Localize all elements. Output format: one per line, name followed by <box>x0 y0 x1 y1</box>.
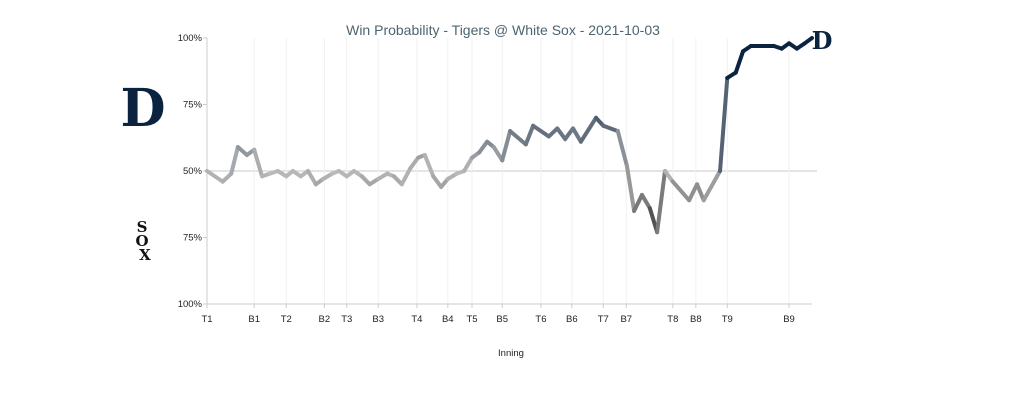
line-segment <box>733 49 746 75</box>
x-tick-label: B3 <box>372 314 384 325</box>
line-segment <box>235 145 249 158</box>
y-tick-label: 75% <box>183 100 203 111</box>
tigers-logo: D <box>120 78 165 139</box>
x-tick-label: B8 <box>690 314 702 325</box>
line-segment <box>571 126 583 144</box>
y-tick-label: 50% <box>183 166 203 177</box>
line-segment <box>205 169 225 184</box>
line-segment <box>229 145 240 176</box>
line-segment <box>555 126 568 142</box>
x-tick-label: T6 <box>535 314 546 325</box>
x-tick-label: B7 <box>620 314 632 325</box>
svg-text:D: D <box>120 78 165 139</box>
x-tick-label: T7 <box>598 314 609 325</box>
x-tick-label: B9 <box>783 314 795 325</box>
x-tick-label: B6 <box>566 314 578 325</box>
grid <box>206 38 817 304</box>
line-segment <box>624 163 637 213</box>
line-segment <box>802 36 814 46</box>
line-segment <box>662 169 675 184</box>
series-line <box>205 36 814 235</box>
line-segment <box>701 169 723 203</box>
line-segment <box>500 129 513 163</box>
x-axis-label: Inning <box>498 348 524 359</box>
line-segment <box>306 169 318 187</box>
line-segment <box>695 182 706 203</box>
x-tick-label: T2 <box>281 314 292 325</box>
x-tick-label: T9 <box>722 314 733 325</box>
line-segment <box>601 123 620 134</box>
y-tick-label: 100% <box>178 299 203 310</box>
line-segment <box>655 169 667 235</box>
line-segment <box>399 166 413 187</box>
x-tick-label: T1 <box>201 314 212 325</box>
line-segment <box>687 182 700 203</box>
y-tick-label: 75% <box>183 233 203 244</box>
tigers-end-logo: D <box>812 26 833 55</box>
y-axis: 100% 75% 50% 75% 100% <box>178 33 208 310</box>
line-segment <box>431 174 444 189</box>
white-sox-logo: S O X <box>135 218 151 264</box>
line-segment <box>578 115 599 144</box>
x-axis: T1 B1 T2 B2 T3 B3 T4 B4 T5 B5 T6 B6 T7 B7 T8 B8 T9 B9 <box>201 303 812 325</box>
svg-text:X: X <box>139 246 151 264</box>
x-tick-label: T8 <box>667 314 678 325</box>
line-segment <box>252 147 265 179</box>
line-segment <box>718 75 730 173</box>
line-segment <box>563 126 576 142</box>
x-tick-label: T4 <box>411 314 422 325</box>
line-segment <box>462 155 474 173</box>
y-tick-label: 100% <box>178 33 203 44</box>
line-segment <box>508 129 528 147</box>
svg-text:S: S <box>137 218 148 236</box>
svg-text:D: D <box>812 26 833 55</box>
line-segment <box>632 192 644 213</box>
x-tick-label: T3 <box>341 314 352 325</box>
line-segment <box>639 192 652 211</box>
x-tick-label: B4 <box>442 314 454 325</box>
x-tick-label: B2 <box>319 314 331 325</box>
line-segment <box>422 153 436 179</box>
line-segment <box>408 155 421 171</box>
line-segment <box>615 129 629 168</box>
line-segment <box>670 179 692 203</box>
chart-title: Win Probability - Tigers @ White Sox - 2… <box>346 22 660 38</box>
svg-text:O: O <box>135 232 148 250</box>
line-segment <box>523 123 536 147</box>
x-tick-label: T5 <box>466 314 477 325</box>
x-tick-label: B1 <box>248 314 260 325</box>
x-tick-label: B5 <box>496 314 508 325</box>
line-segment <box>477 139 490 155</box>
line-segment <box>531 123 551 139</box>
